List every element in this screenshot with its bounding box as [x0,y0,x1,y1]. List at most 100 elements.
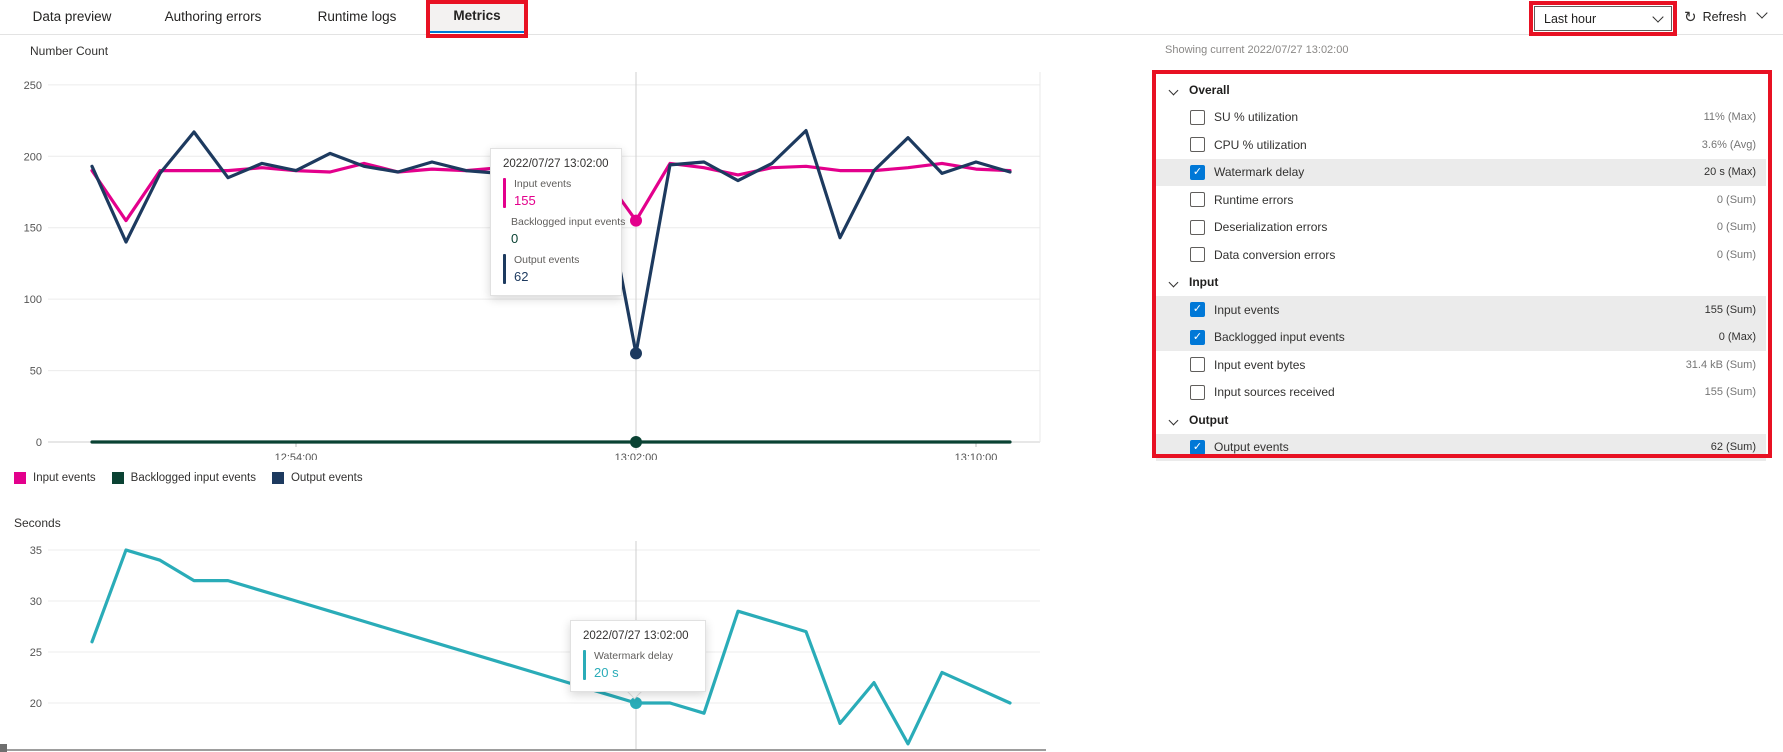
time-range-select[interactable]: Last hour [1534,6,1672,31]
metric-label: Input sources received [1214,385,1335,400]
checkbox-unchecked[interactable] [1190,109,1205,125]
checkbox-unchecked[interactable] [1190,192,1205,208]
metric-value: 11% (Max) [1703,111,1756,124]
tooltip-series-value: 20 s [594,665,619,680]
tooltip-series-label: Watermark delay [594,650,673,662]
metric-row-cpu-utilization[interactable]: CPU % utilization 3.6% (Avg) [1156,131,1766,159]
checkbox-unchecked[interactable] [1190,247,1205,263]
metric-value: 0 (Sum) [1716,248,1756,261]
metric-value: 0 (Sum) [1716,193,1756,206]
metric-row-deserialization-errors[interactable]: Deserialization errors 0 (Sum) [1156,214,1766,242]
metric-row-input-sources-received[interactable]: Input sources received 155 (Sum) [1156,379,1766,407]
tooltip-series-label: Backlogged input events [511,216,626,228]
chart2-bottom-edge [0,749,1046,751]
tooltip-series-label: Output events [514,254,580,266]
tooltip-timestamp: 2022/07/27 13:02:00 [583,630,689,642]
crosshair-dot [630,347,642,360]
section-title: Overall [1189,82,1230,97]
metric-label: Watermark delay [1214,165,1305,180]
chart1-legend: Input events Backlogged input events Outpu… [14,472,363,484]
metric-row-backlogged-input-events[interactable]: ✓ Backlogged input events 0 (Max) [1156,323,1766,351]
metric-list: Overall SU % utilization 11% (Max) CPU % ut… [1156,76,1766,461]
legend-label: Input events [33,472,96,484]
svg-text:35: 35 [30,545,42,557]
metric-value: 155 (Sum) [1704,386,1756,399]
metric-label: SU % utilization [1214,110,1299,125]
series-color-bar [583,650,586,680]
checkbox-unchecked[interactable] [1190,137,1205,153]
time-range-value: Last hour [1544,11,1597,26]
metric-row-watermark-delay[interactable]: ✓ Watermark delay 20 s (Max) [1156,158,1766,186]
section-header-input[interactable]: Input [1156,269,1766,297]
svg-text:200: 200 [24,151,42,163]
legend-label: Backlogged input events [130,472,256,484]
tooltip-series-value: 62 [514,269,529,284]
checkbox-unchecked[interactable] [1190,357,1205,373]
tab-data-preview[interactable]: Data preview [32,9,112,24]
chevron-down-icon [1652,10,1664,23]
series-watermark-delay [90,548,1012,746]
refresh-icon: ↻ [1684,8,1697,26]
svg-text:0: 0 [36,437,42,449]
metric-label: Deserialization errors [1214,220,1328,235]
checkbox-checked[interactable]: ✓ [1190,329,1205,345]
svg-text:13:02:00: 13:02:00 [615,452,658,460]
highlight-box-time-range: Last hour [1529,1,1677,36]
legend-swatch [271,472,284,484]
metric-value: 0 (Max) [1718,331,1756,344]
checkbox-unchecked[interactable] [1190,384,1205,400]
refresh-button[interactable]: ↻ Refresh [1684,0,1746,34]
tab-metrics[interactable]: Metrics [430,0,524,33]
svg-text:25: 25 [30,647,42,659]
legend-item-input-events: Input events [14,472,96,484]
svg-text:250: 250 [24,80,42,92]
events-chart[interactable]: 250 200 150 100 50 0 12:54:00 13:02:00 13:10:00 [0,40,1048,464]
legend-label: Output events [290,472,363,484]
legend-item-output-events: Output events [271,472,363,484]
metric-value: 62 (Sum) [1710,441,1756,454]
tooltip-series-value: 155 [514,193,536,208]
chevron-down-icon [1168,415,1179,426]
chart2-tooltip: 2022/07/27 13:02:00 Watermark delay 20 s [570,620,706,692]
chart2-title: Seconds [14,516,61,530]
metric-row-runtime-errors[interactable]: Runtime errors 0 (Sum) [1156,186,1766,214]
tooltip-entry: Backlogged input events 0 [503,216,625,246]
section-title: Input [1189,275,1219,290]
metric-label: Input events [1214,302,1280,317]
tab-authoring-errors[interactable]: Authoring errors [164,9,262,24]
checkbox-checked[interactable]: ✓ [1190,164,1205,180]
refresh-label: Refresh [1702,10,1747,24]
metric-label: Output events [1214,440,1289,455]
metric-label: CPU % utilization [1214,137,1307,152]
section-header-output[interactable]: Output [1156,406,1766,434]
chevron-down-icon [1168,277,1179,288]
tooltip-timestamp: 2022/07/27 13:02:00 [503,158,609,170]
events-chart-svg: 250 200 150 100 50 0 12:54:00 13:02:00 13:10:00 [24,72,1041,464]
metric-row-input-event-bytes[interactable]: Input event bytes 31.4 kB (Sum) [1156,351,1766,379]
tooltip-series-label: Input events [514,178,572,190]
metric-label: Runtime errors [1214,192,1294,207]
tab-runtime-logs[interactable]: Runtime logs [317,9,397,24]
section-header-overall[interactable]: Overall [1156,76,1766,104]
crosshair-dot [630,697,642,709]
metric-value: 0 (Sum) [1716,221,1756,234]
checkbox-checked[interactable]: ✓ [1190,439,1205,455]
svg-text:13:10:00: 13:10:00 [955,452,998,460]
tooltip-entry: Input events 155 [503,178,609,208]
metric-row-data-conversion-errors[interactable]: Data conversion errors 0 (Sum) [1156,241,1766,269]
watermark-delay-chart[interactable]: 35 30 25 20 [0,505,1048,752]
legend-swatch [14,472,26,484]
metric-row-su-utilization[interactable]: SU % utilization 11% (Max) [1156,104,1766,132]
chevron-down-icon [1168,85,1179,96]
section-title: Output [1189,412,1229,427]
checkbox-unchecked[interactable] [1190,219,1205,235]
tooltip-entry: Output events 62 [503,254,609,284]
crosshair-dot [630,436,642,448]
metric-row-input-events[interactable]: ✓ Input events 155 (Sum) [1156,296,1766,324]
svg-text:50: 50 [30,366,42,378]
checkbox-checked[interactable]: ✓ [1190,302,1205,318]
scroll-corner [0,744,7,752]
metric-row-output-events[interactable]: ✓ Output events 62 (Sum) [1156,433,1766,461]
watermark-chart-svg: 35 30 25 20 [30,541,1040,749]
metric-label: Data conversion errors [1214,247,1336,262]
